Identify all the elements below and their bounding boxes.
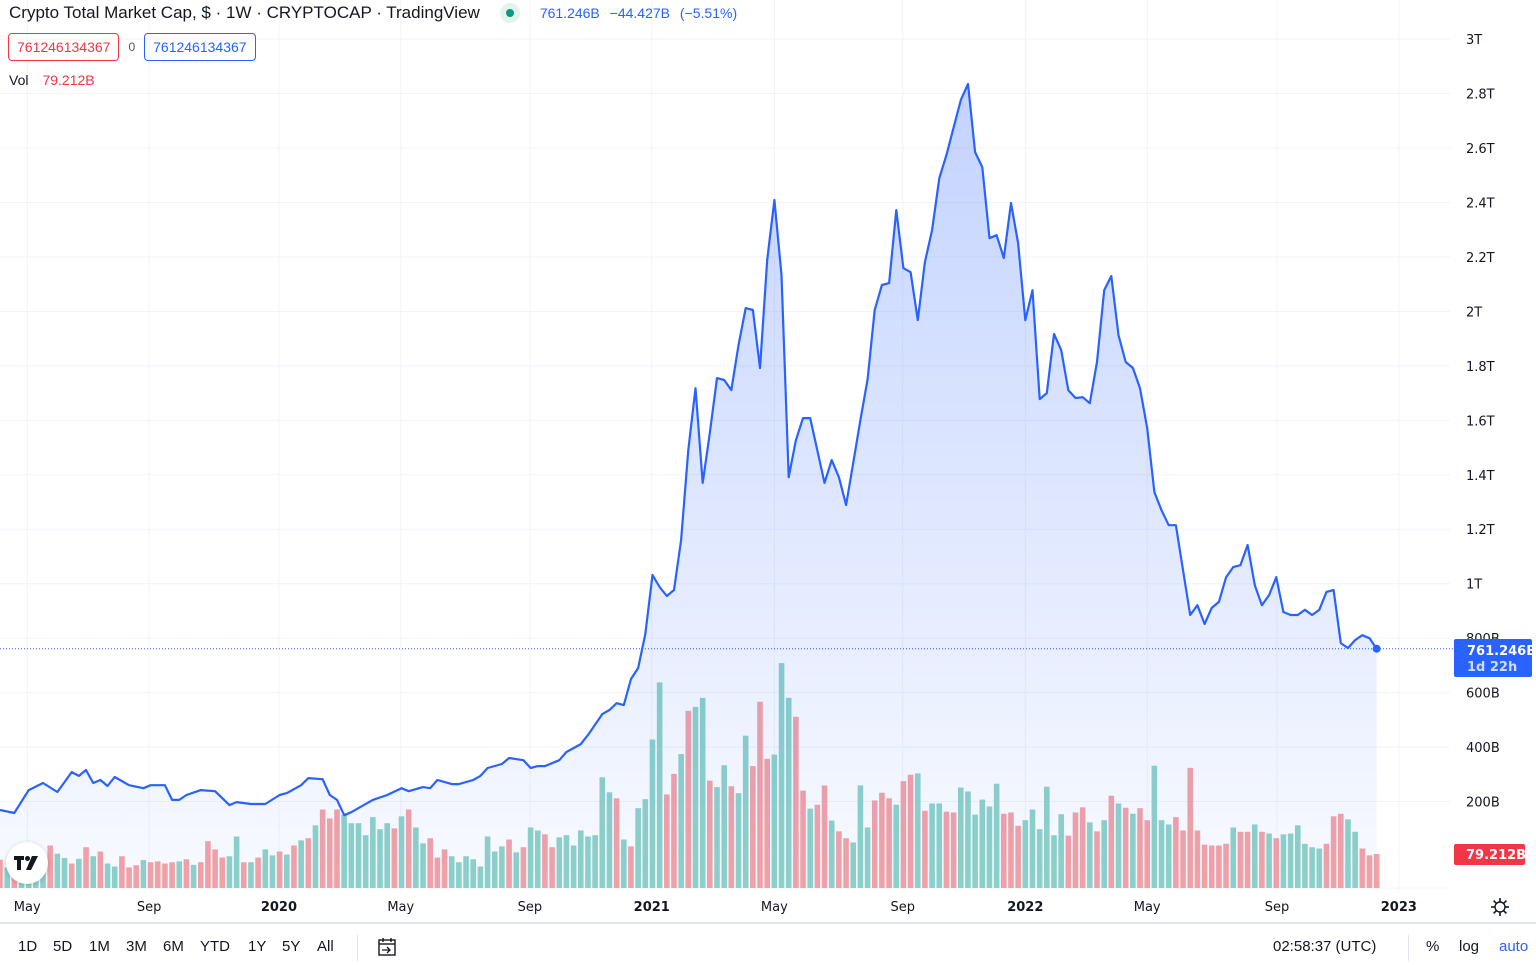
- y-tick-label: 2.6T: [1466, 142, 1495, 157]
- x-tick-label: Sep: [890, 900, 915, 915]
- volume-bar-down: [1373, 854, 1380, 888]
- x-tick-label: May: [761, 900, 788, 915]
- range-1y-button[interactable]: 1Y: [248, 938, 267, 955]
- settings-gear-icon[interactable]: [1489, 896, 1511, 918]
- y-tick-label: 3T: [1466, 33, 1482, 48]
- y-tick-label: 1.2T: [1466, 523, 1495, 538]
- x-tick-label: 2020: [261, 900, 297, 915]
- last-price-dot: [1372, 644, 1381, 653]
- price-axis[interactable]: 3T2.8T2.6T2.4T2.2T2T1.8T1.6T1.4T1.2T1T80…: [1466, 33, 1500, 810]
- y-tick-label: 1.8T: [1466, 360, 1495, 375]
- price-badge: 761.246B 1d 22h: [1454, 639, 1536, 677]
- volume-badge: 79.212B: [1454, 844, 1526, 865]
- x-tick-label: 2021: [634, 900, 670, 915]
- toolbar-separator: [1408, 935, 1409, 961]
- chart-header: Crypto Total Market Cap, $ · 1W · CRYPTO…: [9, 3, 743, 23]
- x-tick-label: 2023: [1381, 900, 1417, 915]
- input-middle-value: 0: [128, 40, 136, 54]
- range-1d-button[interactable]: 1D: [18, 938, 38, 955]
- range-ytd-button[interactable]: YTD: [200, 938, 230, 955]
- input-left-value[interactable]: 761246134367: [8, 33, 120, 61]
- change-percent: (−5.51%): [679, 5, 738, 21]
- x-tick-label: May: [387, 900, 414, 915]
- volume-badge-value: 79.212B: [1466, 848, 1526, 863]
- tradingview-logo-icon: [14, 856, 38, 870]
- price-badge-countdown: 1d 22h: [1467, 660, 1517, 675]
- price-badge-value: 761.246B: [1467, 644, 1536, 659]
- indicator-inputs: 761246134367 0 761246134367: [8, 33, 256, 61]
- range-all-button[interactable]: All: [317, 938, 334, 955]
- volume-legend-label: Vol: [9, 72, 29, 88]
- volume-legend[interactable]: Vol 79.212B: [9, 72, 95, 88]
- percent-scale-button[interactable]: %: [1426, 938, 1440, 955]
- y-tick-label: 2.8T: [1466, 88, 1495, 103]
- market-status-dot-icon: [499, 3, 520, 23]
- range-3m-button[interactable]: 3M: [126, 938, 147, 955]
- ohlc-values: 761.246B −44.427B (−5.51%): [540, 5, 743, 21]
- toolbar-divider: [0, 922, 1536, 924]
- x-tick-label: Sep: [518, 900, 543, 915]
- range-1m-button[interactable]: 1M: [89, 938, 110, 955]
- volume-legend-value: 79.212B: [42, 72, 95, 88]
- x-tick-label: May: [14, 900, 41, 915]
- utc-clock[interactable]: 02:58:37 (UTC): [1273, 938, 1377, 955]
- input-right-value[interactable]: 761246134367: [144, 33, 256, 61]
- tradingview-logo[interactable]: [6, 842, 48, 884]
- go-to-date-calendar-icon[interactable]: [376, 936, 398, 958]
- market-cap-area: [0, 84, 1377, 888]
- time-axis[interactable]: May Sep 2020 May Sep 2021 May Sep 2022 May Sep 2023: [14, 900, 1417, 915]
- x-tick-label: Sep: [137, 900, 162, 915]
- y-tick-label: 600B: [1466, 687, 1500, 702]
- symbol-title[interactable]: Crypto Total Market Cap, $ · 1W · CRYPTO…: [9, 3, 480, 22]
- y-tick-label: 1T: [1466, 578, 1482, 593]
- y-tick-label: 2.2T: [1466, 251, 1495, 266]
- price-chart[interactable]: 3T2.8T2.6T2.4T2.2T2T1.8T1.6T1.4T1.2T1T80…: [0, 0, 1536, 922]
- x-tick-label: Sep: [1265, 900, 1290, 915]
- range-5y-button[interactable]: 5Y: [282, 938, 301, 955]
- range-6m-button[interactable]: 6M: [163, 938, 184, 955]
- toolbar-separator: [357, 935, 358, 961]
- last-value: 761.246B: [539, 5, 600, 21]
- y-tick-label: 1.6T: [1466, 414, 1495, 429]
- x-tick-label: 2022: [1007, 900, 1043, 915]
- log-scale-button[interactable]: log: [1459, 938, 1480, 955]
- y-tick-label: 2.4T: [1466, 196, 1495, 211]
- x-tick-label: May: [1134, 900, 1161, 915]
- y-tick-label: 1.4T: [1466, 469, 1495, 484]
- range-5d-button[interactable]: 5D: [53, 938, 73, 955]
- y-tick-label: 200B: [1466, 796, 1500, 811]
- change-value: −44.427B: [609, 5, 671, 21]
- bottom-toolbar: 1D 5D 1M 3M 6M YTD 1Y 5Y All 02:58:37 (U…: [0, 933, 1536, 963]
- y-tick-label: 2T: [1466, 305, 1482, 320]
- auto-scale-button[interactable]: auto: [1499, 938, 1529, 955]
- y-tick-label: 400B: [1466, 741, 1500, 756]
- market-cap-line: [0, 82, 1378, 817]
